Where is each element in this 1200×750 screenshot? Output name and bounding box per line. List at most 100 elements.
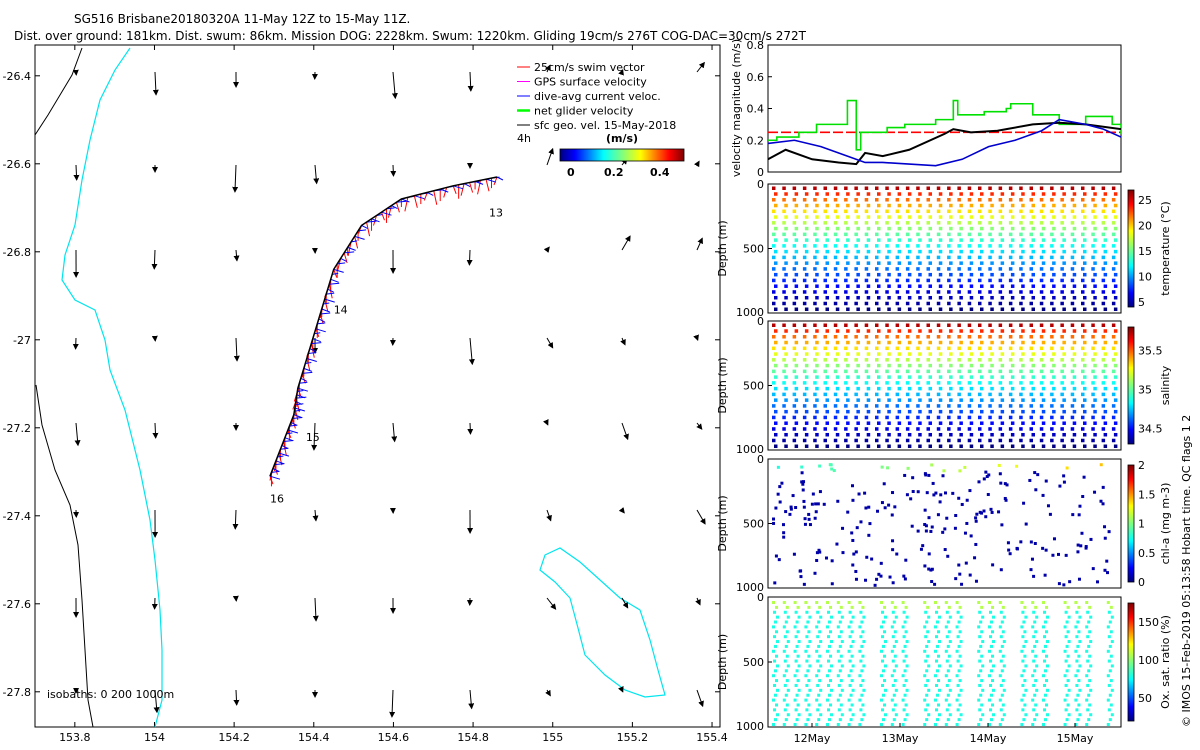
- section-point: [879, 574, 883, 578]
- section-point: [1035, 713, 1039, 717]
- section-point: [895, 267, 900, 271]
- section-point: [895, 346, 900, 351]
- section-point: [936, 644, 939, 648]
- section-point: [805, 659, 809, 663]
- section-point: [1083, 340, 1087, 345]
- section-point: [978, 244, 982, 248]
- colorbar-tick-label: 15: [1138, 245, 1152, 258]
- section-point: [907, 398, 912, 402]
- section-point: [1107, 635, 1111, 639]
- section-point: [1107, 683, 1111, 687]
- section-point: [1067, 713, 1071, 717]
- swim-vector: [381, 212, 385, 221]
- section-point: [773, 635, 776, 639]
- section-point: [794, 352, 799, 356]
- section-point: [815, 295, 819, 300]
- section-point: [1044, 479, 1048, 483]
- section-point: [835, 363, 840, 368]
- section-point: [959, 421, 963, 425]
- section-point: [897, 226, 902, 231]
- section-point: [1075, 610, 1079, 614]
- track-day-label: 14: [334, 303, 348, 316]
- section-point: [978, 323, 982, 327]
- section-point: [949, 375, 953, 379]
- section-point: [875, 392, 879, 397]
- section-point: [1086, 683, 1090, 687]
- x-tick-label: 155: [542, 731, 563, 744]
- section-point: [1052, 386, 1056, 391]
- swim-vector: [301, 373, 306, 384]
- current-vector: [293, 414, 303, 419]
- section-point: [923, 508, 927, 512]
- section-point: [1083, 421, 1087, 425]
- section-point: [959, 386, 963, 391]
- section-point: [792, 244, 797, 248]
- section-point: [885, 221, 889, 225]
- section-point: [815, 601, 819, 604]
- current-vector: [314, 332, 321, 335]
- section-point: [944, 723, 948, 726]
- section-point: [1021, 203, 1025, 208]
- section-point: [854, 244, 858, 248]
- section-point: [1085, 698, 1089, 702]
- section-point: [862, 640, 866, 644]
- section-point: [1076, 543, 1080, 547]
- section-point: [792, 415, 797, 420]
- section-point: [804, 674, 808, 678]
- section-point: [998, 358, 1003, 362]
- section-point: [959, 238, 963, 242]
- section-point: [926, 335, 930, 339]
- section-point: [1084, 545, 1088, 549]
- geo-velocity-arrow: [233, 249, 240, 262]
- section-point: [916, 232, 920, 237]
- section-point: [1031, 409, 1035, 414]
- section-point: [1113, 192, 1118, 196]
- section-point: [1075, 708, 1079, 712]
- current-vector: [269, 475, 281, 480]
- section-point: [885, 209, 889, 214]
- section-point: [1093, 215, 1097, 219]
- section-point: [786, 640, 790, 644]
- section-point: [1103, 249, 1108, 254]
- section-point: [890, 674, 894, 678]
- section-point: [1010, 409, 1015, 414]
- section-point: [927, 664, 931, 668]
- section-point: [782, 649, 786, 653]
- section-point: [1093, 203, 1097, 208]
- section-point: [783, 659, 787, 663]
- section-point: [833, 346, 838, 351]
- section-point: [998, 723, 1002, 726]
- section-point: [892, 669, 896, 673]
- section-point: [1035, 640, 1039, 644]
- geo-velocity-arrow: [546, 597, 557, 610]
- section-point: [823, 358, 827, 362]
- section-point: [830, 467, 834, 471]
- section-point: [938, 615, 941, 619]
- section-point: [772, 625, 775, 629]
- section-point: [789, 507, 793, 511]
- section-point: [846, 203, 850, 208]
- section-point: [813, 516, 817, 520]
- section-point: [1050, 404, 1054, 408]
- section-point: [844, 290, 848, 294]
- section-point: [833, 186, 838, 190]
- section-point: [926, 358, 930, 362]
- section-point: [1000, 192, 1005, 196]
- section-point: [990, 510, 994, 514]
- section-point: [835, 215, 840, 219]
- section-point: [840, 640, 844, 644]
- section-point: [1003, 482, 1007, 486]
- section-point: [928, 352, 932, 356]
- section-point: [897, 421, 902, 425]
- section-point: [1081, 392, 1085, 397]
- colorbar-tick-label: 35: [1138, 383, 1152, 396]
- section-point: [1111, 369, 1116, 374]
- section-point: [885, 427, 889, 431]
- section-point: [797, 615, 801, 619]
- section-point: [1083, 386, 1087, 391]
- section-point: [891, 610, 895, 614]
- section-point: [792, 404, 797, 408]
- geo-velocity-arrow: [311, 422, 318, 451]
- section-point: [928, 409, 932, 414]
- section-point: [928, 215, 932, 219]
